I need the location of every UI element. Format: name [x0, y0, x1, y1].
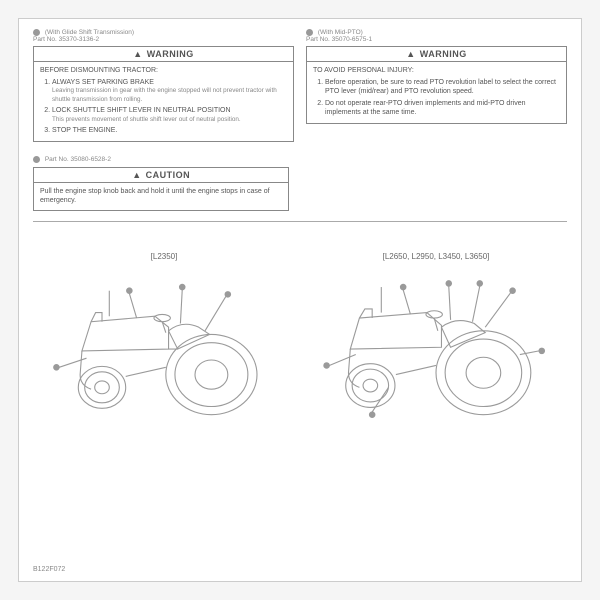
bullet-icon [33, 156, 40, 163]
tractor-right-diagram [305, 267, 567, 422]
warning-icon: ▲ [133, 49, 142, 59]
warning-left-box: ▲WARNING BEFORE DISMOUNTING TRACTOR: ALW… [33, 46, 294, 142]
meta-part: Part No. 35080-6528-2 [45, 157, 111, 164]
tractor-left-cell: [L2350] [33, 252, 295, 424]
warning-right-list: Before operation, be sure to read PTO re… [313, 78, 560, 118]
warning-left-header: ▲WARNING [34, 47, 293, 62]
warning-right-meta: (With Mid-PTO) Part No. 35070-6575-1 [306, 29, 567, 43]
warning-right-lead: TO AVOID PERSONAL INJURY: [313, 66, 560, 75]
bullet-icon [33, 29, 40, 36]
caution-section: Part No. 35080-6528-2 ▲CAUTION Pull the … [33, 156, 289, 210]
meta-sub: (With Mid-PTO) [318, 29, 363, 36]
tractor-left-label: [L2350] [33, 252, 295, 261]
tractor-left-diagram [33, 267, 295, 422]
warning-left-lead: BEFORE DISMOUNTING TRACTOR: [40, 66, 287, 75]
warning-left-col: (With Glide Shift Transmission) Part No.… [33, 29, 294, 150]
figure-reference: B122F072 [33, 566, 65, 573]
tractor-right-label: [L2650, L2950, L3450, L3650] [305, 252, 567, 261]
warning-icon: ▲ [132, 170, 141, 180]
meta-sub: (With Glide Shift Transmission) [45, 29, 134, 36]
warning-right-col: (With Mid-PTO) Part No. 35070-6575-1 ▲WA… [306, 29, 567, 150]
warning-right-body: TO AVOID PERSONAL INJURY: Before operati… [307, 62, 566, 123]
meta-part: Part No. 35370-3136-2 [33, 36, 99, 43]
warning-item: Do not operate rear-PTO driven implement… [325, 99, 560, 118]
warning-right-box: ▲WARNING TO AVOID PERSONAL INJURY: Befor… [306, 46, 567, 124]
warning-icon: ▲ [406, 49, 415, 59]
meta-part: Part No. 35070-6575-1 [306, 36, 372, 43]
tractor-row: [L2350] [33, 252, 567, 424]
warning-item: Before operation, be sure to read PTO re… [325, 78, 560, 97]
bullet-icon [306, 29, 313, 36]
warning-item: LOCK SHUTTLE SHIFT LEVER IN NEUTRAL POSI… [52, 106, 287, 124]
warning-left-meta: (With Glide Shift Transmission) Part No.… [33, 29, 294, 43]
caution-meta: Part No. 35080-6528-2 [33, 156, 289, 163]
tractor-right-cell: [L2650, L2950, L3450, L3650] [305, 252, 567, 424]
divider [33, 221, 567, 222]
warning-left-list: ALWAYS SET PARKING BRAKE Leaving transmi… [40, 78, 287, 136]
warning-item: STOP THE ENGINE. [52, 126, 287, 135]
manual-page: (With Glide Shift Transmission) Part No.… [18, 18, 582, 582]
warning-row: (With Glide Shift Transmission) Part No.… [33, 29, 567, 150]
caution-box: ▲CAUTION Pull the engine stop knob back … [33, 167, 289, 211]
warning-left-body: BEFORE DISMOUNTING TRACTOR: ALWAYS SET P… [34, 62, 293, 141]
caution-header: ▲CAUTION [34, 168, 288, 183]
caution-body: Pull the engine stop knob back and hold … [34, 183, 288, 210]
warning-item: ALWAYS SET PARKING BRAKE Leaving transmi… [52, 78, 287, 104]
warning-right-header: ▲WARNING [307, 47, 566, 62]
